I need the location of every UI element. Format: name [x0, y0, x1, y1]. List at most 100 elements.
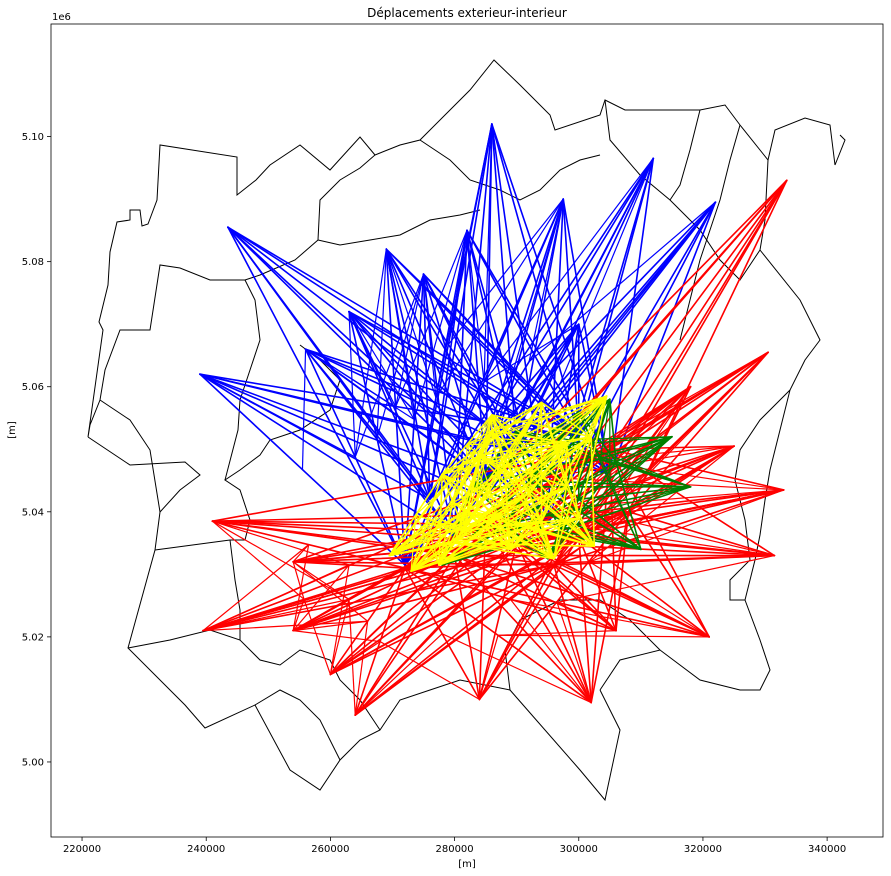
x-tick-label: 300000 — [560, 844, 598, 855]
flow-line — [415, 455, 480, 516]
flow-line — [415, 514, 440, 566]
flow-line — [584, 486, 691, 516]
flow-line — [540, 442, 568, 522]
flow-line — [615, 510, 630, 632]
boundary-outline-west — [87, 136, 376, 438]
flow-line — [553, 554, 776, 566]
flow-line — [227, 226, 431, 501]
flow-line — [466, 230, 485, 383]
flow-line — [556, 554, 775, 604]
x-tick-label: 220000 — [63, 844, 101, 855]
flow-line — [199, 373, 356, 458]
flow-line — [463, 444, 468, 531]
boundary-inner-1 — [154, 344, 341, 551]
flow-line — [453, 542, 512, 551]
flow-line — [540, 395, 608, 522]
axes-frame — [50, 23, 884, 838]
flow-line — [292, 536, 580, 632]
flow-line — [410, 502, 454, 572]
flow-line — [503, 395, 608, 469]
flow-line — [348, 310, 487, 482]
flow-line — [212, 520, 305, 600]
flow-line — [553, 485, 568, 560]
flow-line — [202, 564, 555, 632]
y-tick-label: 5.04 — [22, 507, 44, 518]
y-tick-label: 5.06 — [22, 382, 44, 393]
flow-line — [627, 179, 788, 513]
y-tick-label: 5.02 — [22, 632, 44, 643]
flow-line — [491, 395, 608, 432]
flow-line — [478, 523, 487, 701]
flow-line — [292, 544, 310, 563]
flow-line — [438, 510, 468, 566]
flow-line — [609, 157, 655, 476]
flow-line — [478, 429, 493, 457]
flow-line — [395, 230, 468, 408]
flow-line — [478, 454, 530, 494]
flow-line — [329, 564, 555, 676]
flow-line — [478, 437, 493, 456]
boundary-outline-south — [87, 436, 621, 802]
flow-line — [515, 542, 617, 632]
boundary-outline-north — [374, 59, 846, 166]
flow-line — [609, 398, 617, 463]
flow-line — [503, 458, 512, 550]
flow-line — [428, 123, 493, 501]
flow-line — [553, 517, 580, 560]
flow-line — [466, 442, 567, 446]
flow-line — [609, 448, 617, 632]
flow-line — [426, 522, 511, 550]
flow-line — [410, 514, 417, 572]
flow-line — [354, 633, 443, 716]
flow-line — [452, 442, 567, 503]
boundary-outline-east — [599, 159, 821, 691]
flow-line — [292, 510, 630, 632]
y-tick-label: 5.08 — [22, 257, 44, 268]
flow-line — [577, 536, 710, 638]
flow-line — [460, 464, 511, 550]
flow-line — [441, 442, 568, 476]
flow-line — [413, 230, 468, 420]
flow-line — [453, 554, 710, 638]
x-tick-label: 280000 — [435, 844, 473, 855]
flow-line — [354, 564, 555, 716]
flow-line — [484, 157, 655, 482]
flow-line — [376, 249, 387, 439]
flow-line — [565, 435, 592, 444]
flow-line — [553, 564, 710, 638]
flow-line — [540, 520, 555, 560]
flow-line — [435, 198, 564, 398]
boundary-inner-7 — [679, 124, 741, 341]
flow-line — [329, 567, 406, 676]
flow-line — [453, 554, 481, 701]
boundary-inner-12 — [229, 539, 241, 640]
flow-line — [478, 536, 580, 701]
flow-line — [491, 395, 607, 439]
flow-line — [466, 401, 542, 446]
flow-line — [553, 435, 592, 560]
flow-line — [565, 442, 580, 519]
flow-line — [329, 542, 518, 676]
x-axis-title: [m] — [458, 859, 476, 870]
boundary-inner-5 — [604, 99, 761, 281]
flow-line — [435, 123, 493, 398]
boundary-inner-4 — [419, 139, 601, 201]
flow-line — [292, 561, 305, 600]
flow-line — [491, 429, 512, 551]
flow-line — [428, 229, 468, 501]
y-axis: 5.00 5.02 5.04 5.06 5.08 5.10 — [22, 132, 51, 768]
chart-title: Déplacements exterieur-interieur — [367, 6, 567, 20]
flow-line — [509, 492, 530, 551]
flow-line — [546, 201, 717, 526]
flow-line — [528, 401, 543, 494]
flow-line — [199, 373, 456, 538]
flow-line — [395, 274, 425, 408]
flow-line — [415, 514, 465, 532]
flow-line — [577, 179, 788, 538]
flow-line — [589, 489, 784, 563]
flow-line — [202, 544, 310, 632]
flow-line — [517, 442, 567, 511]
flow-line — [466, 442, 568, 513]
flow-line — [428, 157, 655, 501]
flow-line — [627, 510, 776, 557]
